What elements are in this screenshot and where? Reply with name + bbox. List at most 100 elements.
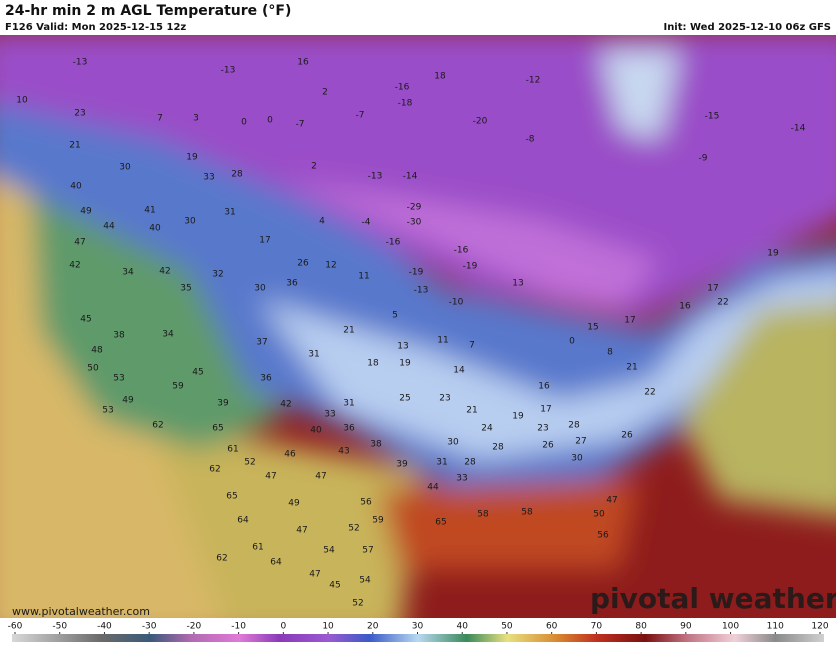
temperature-label: 30 (254, 284, 266, 294)
temperature-label: 42 (280, 400, 291, 410)
temperature-label: -30 (407, 218, 422, 228)
temperature-label: 24 (481, 424, 493, 434)
temperature-label: 53 (102, 406, 113, 416)
colorbar-ticks: -60 -50 -40 -30 -20 -10 0 10 20 30 40 50 60 70 80 90 100… (8, 622, 829, 634)
temperature-label: 33 (456, 474, 467, 484)
colorbar-tick-label: 30 (412, 622, 424, 632)
temperature-label: -14 (791, 124, 806, 134)
temperature-label: 31 (436, 458, 447, 468)
temperature-label: 28 (568, 421, 580, 431)
temperature-label: 65 (226, 492, 237, 502)
temperature-label: 52 (352, 599, 363, 609)
temperature-label: 36 (260, 374, 272, 384)
temperature-label: 61 (252, 543, 263, 553)
colorbar-tick-label: 70 (591, 622, 603, 632)
temperature-label: 8 (607, 348, 613, 358)
temperature-label: 56 (360, 498, 372, 508)
temperature-label: 2 (322, 88, 328, 98)
temperature-label: 52 (348, 524, 359, 534)
temperature-label: 43 (338, 447, 349, 457)
colorbar-tick-label: -60 (8, 622, 23, 632)
colorbar-tick-label: -50 (52, 622, 67, 632)
temperature-label: 23 (74, 109, 85, 119)
temperature-label: 22 (644, 388, 655, 398)
temperature-label: 37 (256, 338, 267, 348)
temperature-label: 16 (679, 302, 691, 312)
title: 24-hr min 2 m AGL Temperature (°F) (5, 3, 291, 19)
temperature-label: 33 (324, 410, 335, 420)
temperature-label: 33 (203, 173, 214, 183)
colorbar-tick-label: 50 (501, 622, 513, 632)
temperature-label: 32 (212, 270, 223, 280)
temperature-label: 44 (427, 483, 439, 493)
temperature-label: 44 (103, 222, 115, 232)
temperature-label: 57 (362, 546, 373, 556)
temperature-label: -19 (409, 268, 424, 278)
temperature-label: -9 (699, 154, 708, 164)
temperature-label: 19 (512, 412, 524, 422)
temperature-label: 4 (319, 217, 325, 227)
temperature-label: 2 (311, 162, 317, 172)
temperature-label: 36 (343, 424, 355, 434)
temperature-field (0, 35, 836, 618)
temperature-label: 41 (144, 206, 155, 216)
temperature-label: 50 (87, 364, 99, 374)
temperature-label: 45 (80, 315, 91, 325)
temperature-label: 48 (91, 346, 103, 356)
temperature-label: 47 (606, 496, 617, 506)
temperature-label: 65 (435, 518, 446, 528)
temperature-label: -16 (454, 246, 469, 256)
temperature-label: 0 (267, 116, 273, 126)
temperature-label: 0 (569, 337, 575, 347)
temperature-label: -18 (398, 99, 413, 109)
temperature-label: 16 (538, 382, 550, 392)
colorbar-tick-label: 20 (367, 622, 379, 632)
temperature-label: 17 (707, 284, 718, 294)
temperature-label: 58 (521, 508, 533, 518)
temperature-label: 39 (396, 460, 408, 470)
temperature-label: 11 (437, 336, 448, 346)
temperature-label: 30 (184, 217, 196, 227)
temperature-label: 15 (587, 323, 598, 333)
temperature-label: 28 (464, 458, 476, 468)
watermark: pivotal weather (590, 582, 836, 615)
colorbar-tick-label: -40 (97, 622, 112, 632)
colorbar (12, 634, 824, 642)
temperature-label: -8 (526, 135, 535, 145)
temperature-label: 26 (621, 431, 633, 441)
temperature-label: 26 (542, 441, 554, 451)
temperature-label: 28 (231, 170, 243, 180)
temperature-label: 23 (537, 424, 548, 434)
temperature-label: 7 (469, 341, 475, 351)
temperature-label: 21 (626, 363, 637, 373)
temperature-label: 38 (113, 331, 125, 341)
temperature-label: -4 (362, 218, 371, 228)
temperature-label: 47 (296, 526, 307, 536)
colorbar-tick-label: 80 (635, 622, 647, 632)
temperature-label: -20 (473, 117, 488, 127)
colorbar-tick-label: 120 (811, 622, 828, 632)
temperature-label: 52 (244, 458, 255, 468)
temperature-label: -7 (356, 111, 365, 121)
temperature-label: 0 (241, 118, 247, 128)
temperature-label: 49 (122, 396, 134, 406)
temperature-label: 47 (265, 472, 276, 482)
temperature-label: 17 (540, 405, 551, 415)
temperature-label: -15 (705, 112, 720, 122)
temperature-label: 54 (323, 546, 335, 556)
init-time: Init: Wed 2025-12-10 06z GFS (663, 22, 831, 33)
temperature-label: 21 (69, 141, 80, 151)
map (0, 35, 836, 618)
temperature-label: 17 (259, 236, 270, 246)
temperature-label: 23 (439, 394, 450, 404)
temperature-label: 40 (310, 426, 322, 436)
temperature-label: 47 (315, 472, 326, 482)
temperature-label: 40 (70, 182, 82, 192)
temperature-label: -13 (73, 58, 88, 68)
temperature-label: 25 (399, 394, 410, 404)
temperature-label: 62 (209, 465, 220, 475)
temperature-label: 45 (192, 368, 203, 378)
temperature-label: 56 (597, 531, 609, 541)
temperature-label: 42 (159, 267, 170, 277)
colorbar-tick-label: 10 (322, 622, 334, 632)
